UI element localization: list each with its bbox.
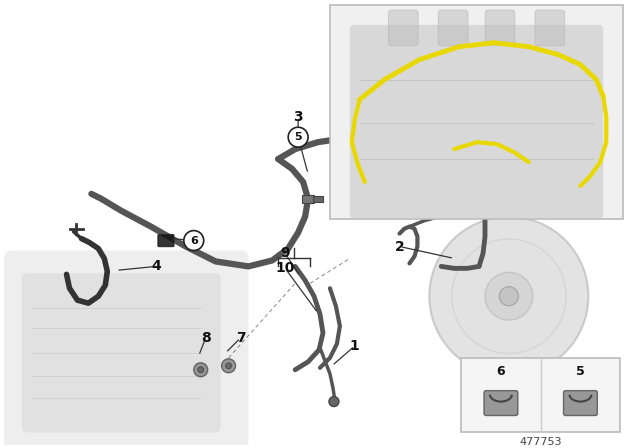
Text: 7: 7 [236, 331, 245, 345]
FancyBboxPatch shape [438, 10, 468, 46]
Text: 3: 3 [293, 110, 303, 124]
Circle shape [452, 239, 566, 353]
FancyBboxPatch shape [485, 10, 515, 46]
Circle shape [429, 217, 588, 376]
FancyBboxPatch shape [564, 391, 597, 415]
Circle shape [198, 367, 204, 373]
Text: 8: 8 [201, 331, 211, 345]
Circle shape [225, 363, 232, 369]
FancyBboxPatch shape [158, 235, 174, 246]
Text: 5: 5 [576, 365, 585, 378]
Text: 477753: 477753 [520, 437, 562, 448]
Bar [313, 196, 323, 202]
Text: 5: 5 [294, 132, 302, 142]
FancyBboxPatch shape [461, 358, 620, 432]
Text: 9: 9 [280, 246, 290, 260]
Circle shape [485, 272, 532, 320]
Circle shape [184, 231, 204, 250]
Text: 2: 2 [395, 240, 404, 254]
FancyBboxPatch shape [330, 5, 623, 219]
FancyBboxPatch shape [350, 25, 604, 219]
Text: 6: 6 [497, 365, 505, 378]
FancyBboxPatch shape [484, 391, 518, 415]
Bar [302, 195, 314, 203]
Circle shape [499, 287, 518, 306]
Circle shape [194, 363, 207, 377]
FancyBboxPatch shape [22, 273, 221, 432]
FancyBboxPatch shape [388, 10, 418, 46]
Text: 6: 6 [190, 236, 198, 246]
FancyBboxPatch shape [535, 10, 564, 46]
Text: 10: 10 [276, 261, 295, 276]
FancyBboxPatch shape [4, 250, 248, 448]
Text: 1: 1 [350, 339, 360, 353]
Circle shape [288, 127, 308, 147]
Text: 4: 4 [151, 259, 161, 273]
Circle shape [221, 359, 236, 373]
Circle shape [329, 396, 339, 406]
